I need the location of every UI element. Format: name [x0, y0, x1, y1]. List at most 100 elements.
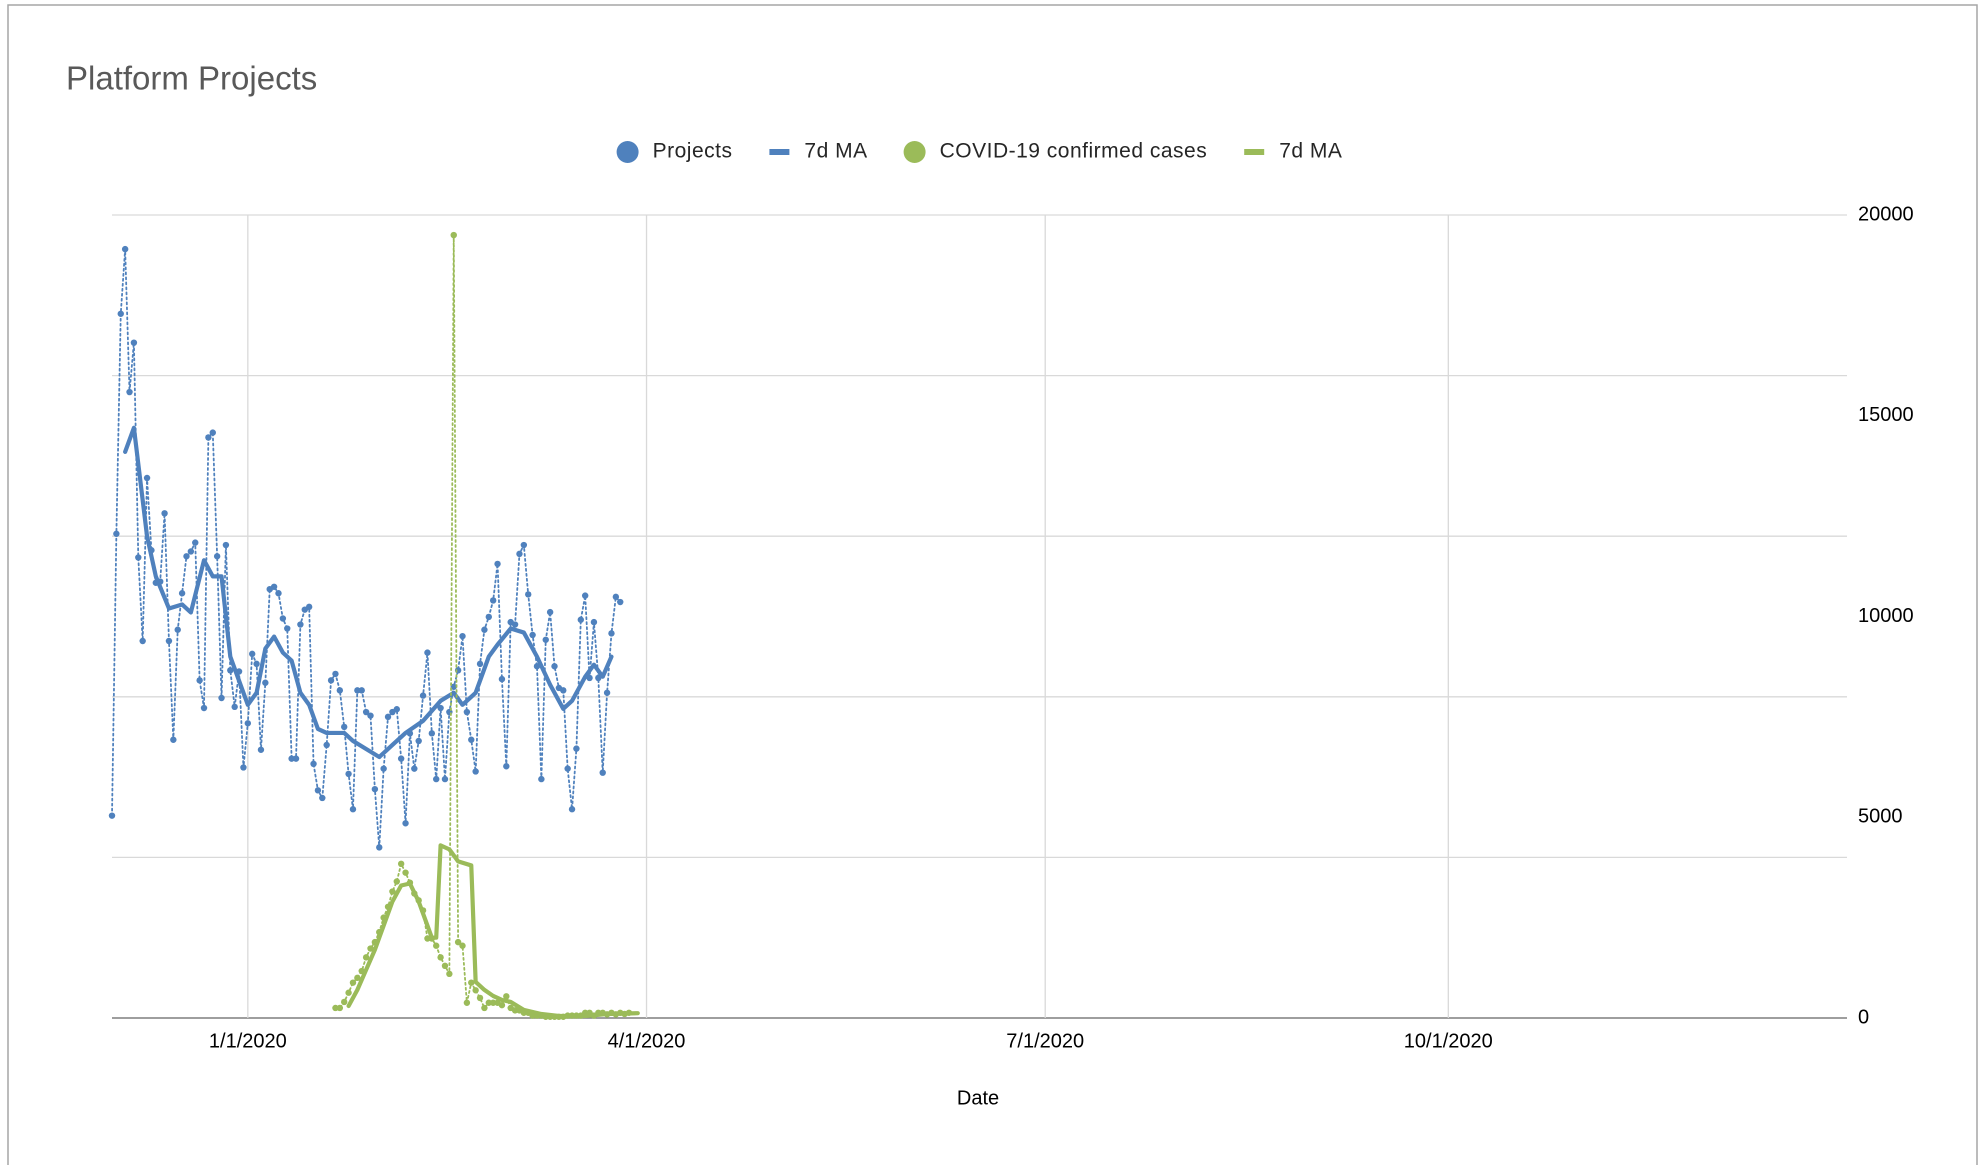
data-point [489, 597, 497, 604]
data-point [599, 769, 606, 776]
data-point [354, 974, 361, 982]
data-point [310, 760, 317, 768]
y-tick-label: 10000 [1858, 605, 1914, 627]
data-point [213, 553, 221, 560]
data-point [231, 703, 238, 711]
layer: 0 5000 10000 15000 20000 1/1/2020 4/1/2020 7/1/… [209, 140, 1914, 1053]
layer [108, 231, 640, 1020]
data-point [323, 741, 330, 749]
data-point [590, 618, 598, 626]
y-tick-label: 5000 [1858, 806, 1903, 828]
data-point [472, 768, 479, 775]
data-point [279, 615, 287, 622]
data-point [332, 670, 339, 678]
data-point [612, 593, 620, 601]
data-point [424, 649, 431, 656]
x-tick-label: 1/1/2020 [209, 1030, 287, 1052]
data-point [384, 713, 392, 721]
data-point [367, 712, 374, 719]
data-point [288, 755, 295, 762]
data-point [135, 554, 142, 561]
data-point [581, 592, 589, 599]
x-tick-label: 4/1/2020 [608, 1030, 686, 1052]
data-point [463, 708, 471, 716]
legend-item: 7d MA [1244, 140, 1342, 163]
data-point [205, 434, 212, 441]
data-point [113, 530, 120, 537]
data-point [419, 692, 427, 699]
data-point [459, 942, 466, 949]
data-point [411, 765, 418, 772]
data-point [349, 806, 357, 813]
data-point [362, 708, 370, 716]
data-point [170, 736, 177, 743]
data-point [446, 970, 453, 978]
data-point [402, 869, 409, 876]
data-point [126, 388, 133, 396]
data-point [380, 765, 387, 772]
data-point [441, 962, 449, 970]
data-point [240, 764, 247, 771]
data-point [336, 687, 344, 694]
data-point [481, 1004, 488, 1012]
data-point [349, 979, 357, 986]
data-point [542, 636, 549, 643]
data-point [450, 683, 457, 690]
data-point [253, 660, 260, 668]
data-point [209, 429, 216, 436]
data-point [397, 755, 405, 762]
data-point [472, 987, 479, 994]
data-point [603, 689, 611, 696]
moving-average-line [346, 843, 640, 1019]
data-point [546, 608, 554, 616]
chart-border [7, 4, 1978, 1165]
data-point [428, 730, 436, 737]
data-point [139, 637, 146, 645]
data-point [511, 621, 519, 628]
data-point [459, 632, 466, 640]
legend-marker [1244, 149, 1265, 155]
data-point [165, 637, 173, 645]
data-point [485, 999, 492, 1006]
data-point [222, 541, 230, 549]
data-point [393, 878, 400, 885]
y-tick-label: 15000 [1858, 404, 1914, 426]
data-point [511, 1007, 519, 1014]
data-point [376, 844, 383, 851]
data-point [108, 812, 116, 819]
x-axis-title: Date [957, 1087, 999, 1109]
data-point [371, 785, 379, 793]
data-point [249, 650, 256, 658]
data-point [476, 660, 484, 668]
data-point [345, 989, 352, 996]
legend-label: 7d MA [1279, 140, 1342, 163]
data-point [161, 510, 168, 517]
data-point [297, 621, 304, 628]
data-point [196, 677, 203, 684]
data-point [568, 806, 576, 813]
data-point [389, 888, 396, 895]
data-point [187, 548, 195, 555]
data-point [437, 954, 444, 961]
data-point [489, 999, 497, 1006]
data-point [463, 999, 471, 1006]
data-point [520, 541, 528, 549]
data-point [476, 994, 484, 1002]
data-point [402, 820, 409, 827]
data-point [314, 787, 322, 794]
data-point [437, 704, 444, 712]
data-point [358, 687, 365, 694]
legend-label: 7d MA [804, 140, 867, 163]
data-point [551, 663, 558, 670]
data-point [341, 723, 348, 731]
data-point [450, 231, 457, 239]
data-point [332, 1004, 339, 1012]
data-point [305, 603, 313, 611]
legend-marker [903, 141, 926, 163]
data-point [433, 775, 440, 783]
data-point [178, 590, 186, 597]
y-tick-label: 20000 [1858, 203, 1914, 225]
legend-label: Projects [653, 140, 733, 163]
data-point [617, 598, 624, 606]
